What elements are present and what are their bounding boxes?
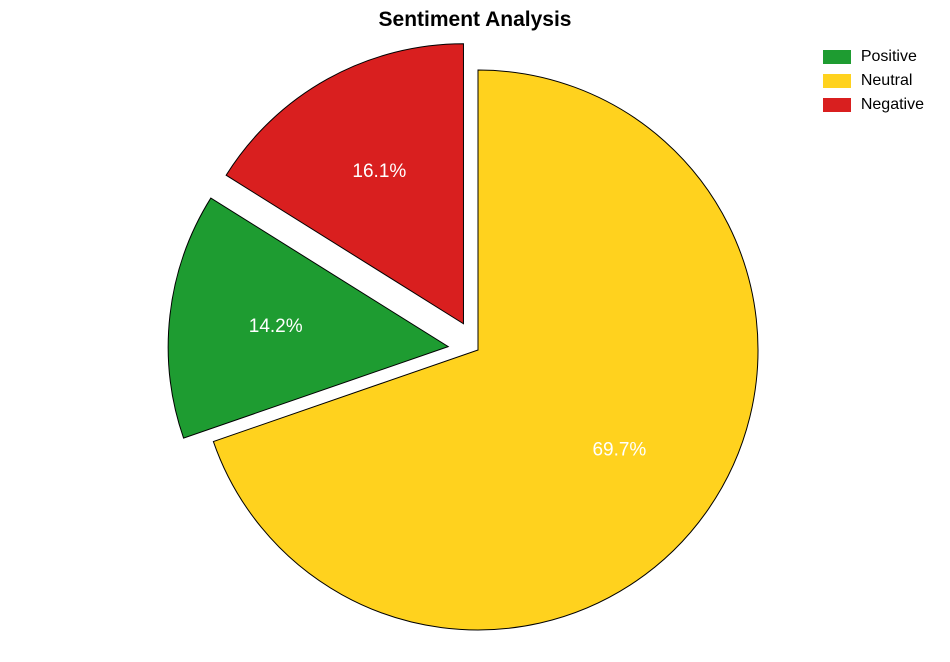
pie-label-negative: 16.1%	[352, 161, 406, 182]
legend-label-neutral: Neutral	[861, 72, 913, 90]
pie-label-positive: 14.2%	[249, 316, 303, 337]
legend-item-neutral: Neutral	[823, 72, 924, 90]
legend-label-positive: Positive	[861, 48, 917, 66]
legend-item-negative: Negative	[823, 96, 924, 114]
chart-container: { "chart": { "type": "pie", "title": "Se…	[0, 0, 950, 662]
legend: Positive Neutral Negative	[823, 48, 924, 120]
legend-swatch-negative	[823, 98, 851, 112]
legend-swatch-neutral	[823, 74, 851, 88]
pie-chart: 69.7% 14.2% 16.1%	[0, 0, 950, 662]
legend-item-positive: Positive	[823, 48, 924, 66]
legend-label-negative: Negative	[861, 96, 924, 114]
legend-swatch-positive	[823, 50, 851, 64]
pie-label-neutral: 69.7%	[592, 440, 646, 461]
